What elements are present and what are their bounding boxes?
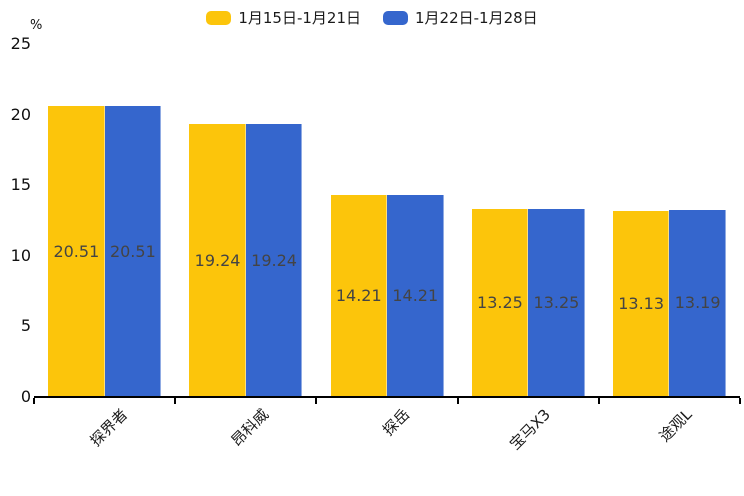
legend-label: 1月15日-1月21日 (238, 9, 361, 27)
bar-途观L-series-2[interactable]: 13.19 (669, 209, 726, 396)
x-axis-label: 昂科威 (227, 405, 272, 450)
legend-label: 1月22日-1月28日 (415, 9, 538, 27)
bar-昂科威-series-1[interactable]: 19.24 (189, 124, 246, 396)
bar-value-label: 20.51 (53, 241, 100, 261)
x-axis-label: 探界者 (86, 405, 131, 450)
legend: 1月15日-1月21日 1月22日-1月28日 (0, 7, 744, 28)
legend-item-series-2[interactable]: 1月22日-1月28日 (383, 7, 538, 28)
bar-value-label: 13.25 (477, 292, 523, 312)
bar-昂科威-series-2[interactable]: 19.24 (245, 124, 303, 396)
bar-探界者-series-1[interactable]: 20.51 (48, 106, 105, 396)
x-axis-label: 途观L (655, 405, 696, 446)
bar-value-label: 19.24 (251, 250, 297, 270)
legend-swatch-icon (206, 10, 232, 25)
y-axis-tick-label: 15 (10, 175, 31, 195)
bar-value-label: 14.21 (335, 286, 382, 306)
y-axis-tick-label: 0 (20, 387, 31, 406)
bar-value-label: 14.21 (392, 286, 439, 306)
bar-探界者-series-2[interactable]: 20.51 (104, 106, 162, 396)
x-axis-tick (315, 398, 318, 404)
bar-宝马X3-series-2[interactable]: 13.25 (528, 208, 585, 396)
x-axis-tick (33, 398, 35, 404)
legend-item-series-1[interactable]: 1月15日-1月21日 (206, 7, 361, 28)
bar-value-label: 20.51 (109, 241, 156, 261)
x-axis-line (34, 396, 740, 398)
y-axis-tick-label: 25 (10, 34, 31, 53)
bar-探岳-series-1[interactable]: 14.21 (330, 195, 387, 396)
x-axis-tick (174, 398, 177, 404)
legend-swatch-icon (383, 10, 408, 25)
bar-宝马X3-series-1[interactable]: 13.25 (471, 208, 529, 396)
x-axis-tick (456, 398, 459, 404)
bar-value-label: 13.13 (618, 293, 665, 313)
bar-value-label: 13.25 (533, 292, 580, 312)
bar-途观L-series-1[interactable]: 13.13 (612, 210, 670, 396)
x-axis-tick (597, 398, 600, 404)
x-axis-label: 探岳 (379, 405, 414, 440)
bar-value-label: 19.24 (194, 250, 241, 270)
y-axis-tick-label: 20 (10, 104, 31, 124)
x-axis-label: 宝马X3 (506, 405, 555, 454)
bar-探岳-series-2[interactable]: 14.21 (387, 195, 444, 396)
y-axis-tick-label: 5 (20, 316, 31, 336)
y-axis-unit-label: % (30, 18, 43, 33)
y-axis-tick-label: 10 (10, 245, 31, 265)
bar-value-label: 13.19 (674, 293, 721, 313)
x-axis-tick (739, 398, 741, 404)
